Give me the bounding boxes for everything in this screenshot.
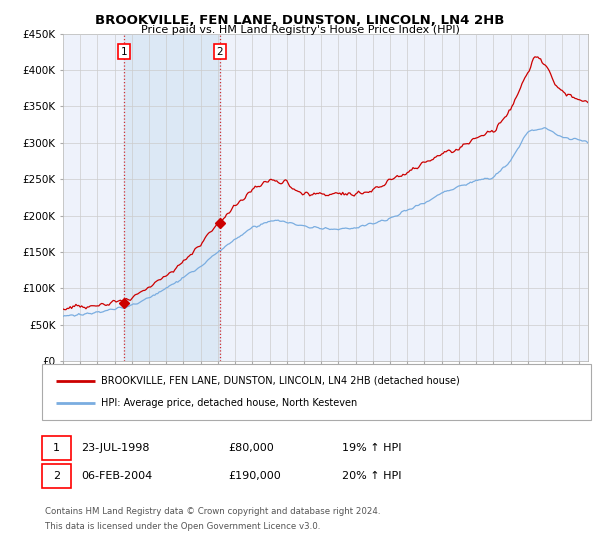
Text: £80,000: £80,000 [228, 443, 274, 453]
Text: 1: 1 [121, 46, 127, 57]
Text: £190,000: £190,000 [228, 471, 281, 481]
Text: 19% ↑ HPI: 19% ↑ HPI [342, 443, 401, 453]
Text: HPI: Average price, detached house, North Kesteven: HPI: Average price, detached house, Nort… [101, 398, 357, 408]
Text: This data is licensed under the Open Government Licence v3.0.: This data is licensed under the Open Gov… [45, 522, 320, 531]
Bar [124, 34, 220, 361]
Text: BROOKVILLE, FEN LANE, DUNSTON, LINCOLN, LN4 2HB (detached house): BROOKVILLE, FEN LANE, DUNSTON, LINCOLN, … [101, 376, 460, 386]
Text: 06-FEB-2004: 06-FEB-2004 [81, 471, 152, 481]
Text: 23-JUL-1998: 23-JUL-1998 [81, 443, 149, 453]
Text: BROOKVILLE, FEN LANE, DUNSTON, LINCOLN, LN4 2HB: BROOKVILLE, FEN LANE, DUNSTON, LINCOLN, … [95, 14, 505, 27]
Text: 2: 2 [53, 471, 60, 481]
Text: 2: 2 [217, 46, 223, 57]
Text: Contains HM Land Registry data © Crown copyright and database right 2024.: Contains HM Land Registry data © Crown c… [45, 507, 380, 516]
Text: 20% ↑ HPI: 20% ↑ HPI [342, 471, 401, 481]
Text: 1: 1 [53, 443, 60, 453]
Text: Price paid vs. HM Land Registry's House Price Index (HPI): Price paid vs. HM Land Registry's House … [140, 25, 460, 35]
